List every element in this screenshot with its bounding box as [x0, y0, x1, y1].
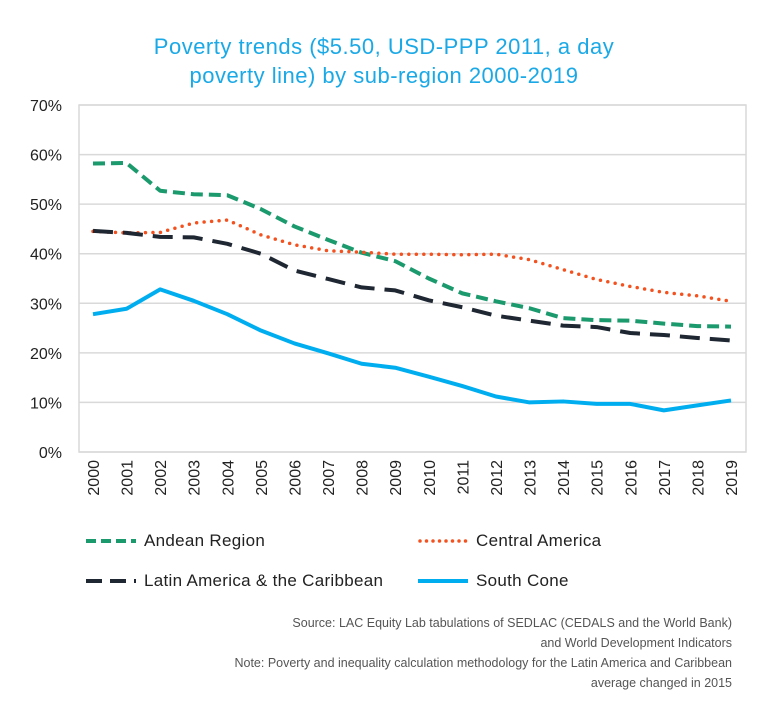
y-tick-label: 70% — [30, 98, 62, 115]
x-tick-label: 2018 — [690, 460, 707, 496]
legend-label: Latin America & the Caribbean — [144, 571, 384, 590]
x-tick-label: 2003 — [187, 460, 204, 496]
series-line-central-america — [91, 218, 733, 304]
x-tick-label: 2017 — [657, 460, 674, 496]
x-tick-label: 2008 — [355, 460, 372, 496]
x-tick-label: 2014 — [556, 460, 573, 496]
x-tick-label: 2009 — [388, 460, 405, 496]
x-tick-label: 2010 — [422, 460, 439, 496]
x-tick-label: 2001 — [120, 460, 137, 496]
legend-item-central-america: Central America — [418, 531, 601, 551]
y-tick-label: 0% — [39, 445, 62, 462]
legend-item-south-cone: South Cone — [418, 571, 569, 591]
series-line-latin-america-the-caribbean — [92, 228, 732, 343]
chart-title-line: Poverty trends ($5.50, USD-PPP 2011, a d… — [153, 34, 615, 59]
source-notes: Source: LAC Equity Lab tabulations of SE… — [234, 613, 732, 693]
x-tick-label: 2011 — [455, 460, 472, 495]
note-line: Note: Poverty and inequality calculation… — [234, 656, 732, 670]
legend-label: Andean Region — [144, 531, 266, 550]
x-tick-label: 2015 — [590, 460, 607, 496]
legend-item-andean: Andean Region — [86, 531, 265, 551]
note-line: Source: LAC Equity Lab tabulations of SE… — [292, 616, 732, 630]
x-tick-label: 2007 — [321, 460, 338, 496]
y-tick-label: 50% — [30, 197, 62, 214]
legend-label: Central America — [476, 531, 602, 550]
x-tick-label: 2000 — [86, 460, 103, 496]
legend-item-lac: Latin America & the Caribbean — [86, 571, 383, 591]
chart-title: Poverty trends ($5.50, USD-PPP 2011, a d… — [0, 32, 768, 90]
x-tick-label: 2013 — [523, 460, 540, 496]
x-tick-label: 2012 — [489, 460, 506, 496]
x-tick-label: 2002 — [153, 460, 170, 496]
series-line-south-cone — [92, 287, 732, 413]
y-tick-label: 60% — [30, 148, 62, 165]
y-tick-label: 40% — [30, 247, 62, 264]
note-line: and World Development Indicators — [540, 636, 732, 650]
line-chart: 0% 10% 20% 30% 40% 50% 60% 70% 2000 2001 2002 2003 2… — [30, 98, 747, 496]
x-tick-label: 2016 — [623, 460, 640, 496]
y-tick-label: 20% — [30, 346, 62, 363]
y-tick-label: 30% — [30, 296, 62, 313]
legend-label: South Cone — [476, 571, 569, 590]
x-tick-label: 2019 — [724, 460, 741, 496]
plot-border — [78, 104, 747, 453]
chart-title-line: poverty line) by sub-region 2000-2019 — [189, 63, 579, 88]
x-tick-label: 2004 — [220, 460, 237, 496]
note-line: average changed in 2015 — [590, 676, 732, 690]
x-tick-label: 2005 — [254, 460, 271, 496]
y-tick-label: 10% — [30, 395, 62, 412]
x-tick-label: 2006 — [287, 460, 304, 496]
series-line-andean-region — [92, 160, 732, 329]
